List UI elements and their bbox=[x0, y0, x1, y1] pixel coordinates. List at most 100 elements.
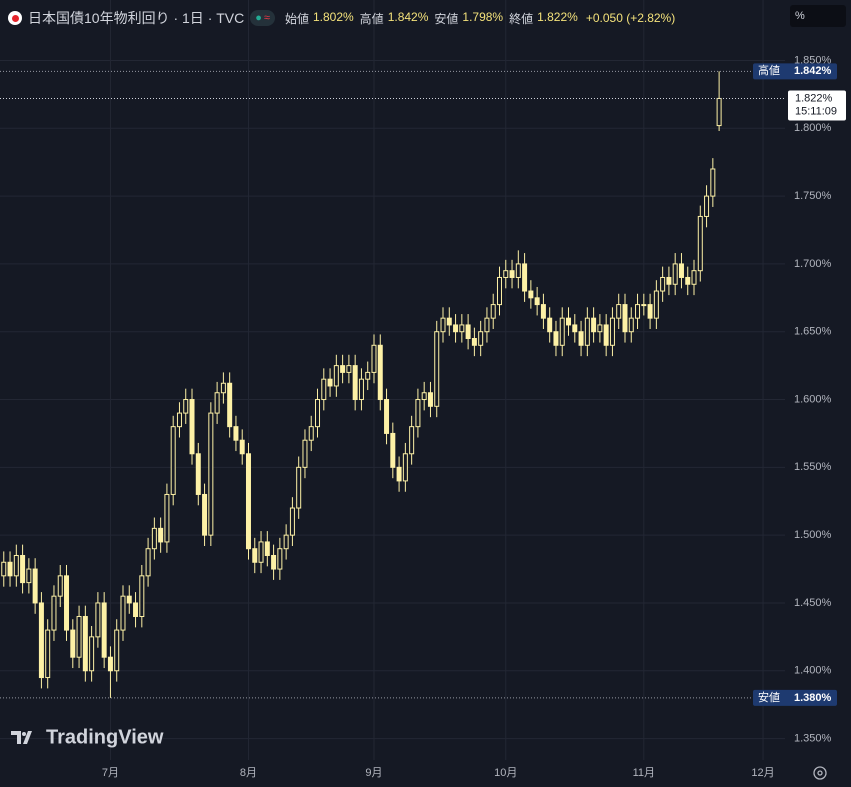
candle-body bbox=[471, 338, 477, 346]
price-line-label: 高値 bbox=[758, 63, 780, 77]
candle-body bbox=[440, 317, 446, 333]
candle-body bbox=[672, 263, 678, 285]
candle-body bbox=[553, 331, 559, 346]
candle-body bbox=[151, 527, 157, 550]
candle-body bbox=[421, 392, 427, 401]
candle-body bbox=[308, 426, 314, 441]
unit-selector[interactable]: % bbox=[790, 5, 846, 27]
y-tick-label: 1.350% bbox=[794, 732, 832, 744]
candle-body bbox=[114, 629, 120, 672]
candle-body bbox=[239, 439, 245, 455]
candle-body bbox=[195, 453, 201, 495]
candle-body bbox=[358, 378, 364, 401]
candle-body bbox=[534, 297, 540, 306]
candle-body bbox=[227, 382, 233, 428]
candle-body bbox=[716, 97, 722, 127]
y-tick-label: 1.800% bbox=[794, 122, 832, 134]
candle-body bbox=[264, 541, 270, 556]
candle-body bbox=[603, 324, 609, 346]
plot bbox=[1, 71, 722, 698]
candle-body bbox=[164, 493, 170, 543]
candle-body bbox=[710, 168, 716, 197]
y-tick-label: 1.700% bbox=[794, 258, 832, 270]
candle-body bbox=[540, 304, 546, 319]
candle-body bbox=[427, 392, 433, 407]
price-line-value: 1.380% bbox=[794, 692, 832, 704]
candle-body bbox=[13, 554, 19, 577]
candle-body bbox=[616, 304, 622, 319]
candle-body bbox=[635, 304, 641, 319]
candle-body bbox=[133, 602, 139, 618]
y-tick-label: 1.750% bbox=[794, 190, 832, 202]
candle-body bbox=[51, 595, 57, 631]
candle-body bbox=[384, 399, 390, 434]
candle-body bbox=[233, 426, 239, 441]
ohlc-label: 高値 bbox=[359, 11, 384, 26]
candle-body bbox=[38, 602, 44, 679]
price-label-box bbox=[753, 63, 837, 80]
candle-body bbox=[70, 629, 76, 658]
candle-body bbox=[509, 270, 515, 278]
ohlc-label: 安値 bbox=[434, 11, 459, 26]
candle-body bbox=[202, 493, 208, 536]
candle-body bbox=[547, 317, 553, 333]
candle-body bbox=[641, 304, 647, 307]
candle-body bbox=[522, 263, 528, 292]
settings-icon-center[interactable] bbox=[817, 770, 823, 776]
candle-body bbox=[245, 453, 251, 550]
candle-body bbox=[101, 602, 107, 658]
candle-body bbox=[220, 382, 226, 394]
ohlc-label: 終値 bbox=[509, 11, 534, 26]
candle-body bbox=[45, 629, 51, 679]
candle-body bbox=[333, 365, 339, 387]
candle-body bbox=[622, 304, 628, 333]
candle-body bbox=[76, 616, 82, 658]
ohlc-legend: 始値 1.802% 高値 1.842% 安値 1.798% 終値 1.822% bbox=[285, 10, 580, 27]
candle-body bbox=[296, 466, 302, 509]
y-tick-label: 1.600% bbox=[794, 393, 832, 405]
last-price-value: 1.822% bbox=[795, 92, 833, 104]
candle-body bbox=[158, 527, 164, 543]
ohlc-value: 1.798% bbox=[462, 9, 504, 24]
ohlc-value: 1.842% bbox=[387, 9, 429, 24]
candle-body bbox=[653, 290, 659, 319]
candle-body bbox=[660, 276, 666, 292]
y-tick-label: 1.650% bbox=[794, 326, 832, 338]
watermark-logo bbox=[11, 731, 32, 744]
last-price-box bbox=[788, 90, 846, 121]
candle-body bbox=[20, 554, 26, 584]
candle-body bbox=[302, 439, 308, 468]
candle-body bbox=[528, 290, 534, 299]
candle-body bbox=[340, 365, 346, 373]
change: +0.050 (+2.82%) bbox=[585, 11, 676, 25]
status-pill[interactable]: ● ≈ bbox=[250, 10, 275, 26]
candle-body bbox=[32, 568, 38, 604]
candle-body bbox=[139, 575, 145, 618]
x-tick-label: 7月 bbox=[102, 767, 119, 779]
candle-body bbox=[176, 412, 182, 428]
candle-body bbox=[628, 317, 634, 333]
candle-body bbox=[277, 548, 283, 570]
candle-body bbox=[126, 595, 132, 604]
settings-button[interactable] bbox=[813, 766, 827, 780]
candle-body bbox=[189, 399, 195, 455]
symbol-title[interactable]: 日本国債10年物利回り · 1日 · TVC bbox=[28, 10, 245, 26]
flag-icon bbox=[8, 11, 22, 25]
candle-body bbox=[327, 378, 333, 387]
candle-body bbox=[252, 548, 258, 563]
x-tick-label: 8月 bbox=[240, 767, 257, 779]
watermark: TradingView bbox=[11, 726, 164, 748]
candle-body bbox=[26, 568, 32, 584]
candle-body bbox=[145, 548, 151, 577]
candle-body bbox=[478, 331, 484, 346]
candle-body bbox=[89, 636, 95, 672]
candle-body bbox=[490, 304, 496, 319]
candle-body bbox=[691, 270, 697, 285]
candle-body bbox=[82, 616, 88, 672]
candle-body bbox=[170, 426, 176, 495]
settings-icon[interactable] bbox=[813, 766, 827, 780]
candle-body bbox=[591, 317, 597, 333]
candle-body bbox=[697, 215, 703, 272]
